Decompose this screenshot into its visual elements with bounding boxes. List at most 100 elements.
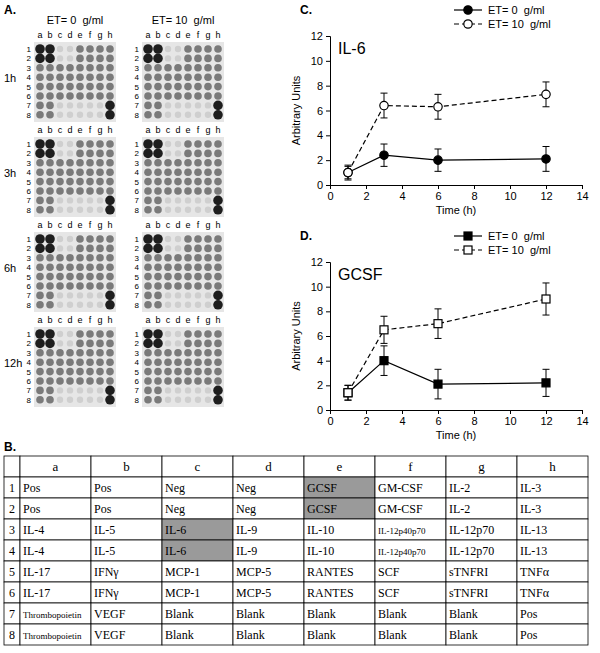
blot-spot xyxy=(194,92,202,100)
blot-spot xyxy=(87,387,93,393)
blot-spot xyxy=(36,273,44,281)
blot-spot xyxy=(45,44,55,54)
blot-spot xyxy=(174,83,182,91)
blot-spot xyxy=(194,83,202,91)
blot-spot xyxy=(76,187,84,195)
blot-spot xyxy=(57,245,63,251)
blot-spot xyxy=(77,292,83,298)
table-cell-box xyxy=(304,603,375,624)
table-cell-box xyxy=(20,540,91,561)
table-header: e xyxy=(337,459,343,474)
tick-label: 8 xyxy=(317,305,323,317)
table-cell: Blank xyxy=(449,607,478,621)
table-header: d xyxy=(265,459,272,474)
table-cell-box xyxy=(446,456,517,477)
blot-spot xyxy=(86,245,94,253)
legend-marker xyxy=(464,246,472,254)
blot-spot xyxy=(45,149,55,159)
blot-spot xyxy=(106,168,114,176)
blot-spot xyxy=(154,396,162,404)
blot-spot xyxy=(77,302,83,308)
blot-spot xyxy=(214,150,222,158)
table-cell-box xyxy=(446,540,517,561)
table-cell: Pos xyxy=(520,607,538,621)
tick-label: 8 xyxy=(471,190,477,202)
blot-spot xyxy=(96,340,104,348)
blot-spot xyxy=(205,302,211,308)
table-cell: IL-17 xyxy=(23,565,50,579)
blot-spot xyxy=(46,358,54,366)
blot-spot xyxy=(106,377,114,385)
tick-mark xyxy=(438,410,439,414)
blot-spot xyxy=(36,111,44,119)
column-letter: b xyxy=(47,125,52,135)
blot-spot xyxy=(175,150,181,156)
table-cell: SCF xyxy=(378,586,400,600)
table-cell: Neg xyxy=(165,481,185,495)
blot-spot xyxy=(86,358,94,366)
table-cell-box xyxy=(162,477,233,498)
blot-spot xyxy=(165,387,171,393)
blot-spot xyxy=(194,168,202,176)
blot-spot xyxy=(76,282,84,290)
blot-spot xyxy=(36,92,44,100)
data-point xyxy=(434,320,442,328)
blot-spot xyxy=(175,207,181,213)
tick-label: 6 xyxy=(435,190,441,202)
data-point xyxy=(434,380,442,388)
blot-spot xyxy=(144,301,152,309)
column-letter: h xyxy=(107,125,112,135)
blot-spot xyxy=(76,73,84,81)
table-cell: sTNFRI xyxy=(449,586,488,600)
tick-label: 4 xyxy=(399,415,405,427)
blot-spot xyxy=(185,102,191,108)
blot-spot xyxy=(165,150,171,156)
blot-spot xyxy=(154,159,162,167)
blot: abcdefgh12345678 xyxy=(27,125,116,217)
column-letter: a xyxy=(145,125,150,135)
blot-spot xyxy=(76,263,84,271)
row-number: 6 xyxy=(27,187,32,196)
row-number: 8 xyxy=(27,206,32,215)
x-tick: 0 xyxy=(327,410,333,427)
table-cell: IL-17 xyxy=(23,586,50,600)
blot-spot xyxy=(143,234,153,244)
x-axis-title: Time (h) xyxy=(436,429,477,441)
blot-spot xyxy=(174,92,182,100)
blot-spot xyxy=(204,358,212,366)
blot-spot xyxy=(184,83,192,91)
table-cell: Thrombopoietin xyxy=(23,631,82,641)
blot-spot xyxy=(46,168,54,176)
table-cell-box xyxy=(375,477,446,498)
blot-spot xyxy=(194,55,202,63)
blot-spot xyxy=(46,187,54,195)
blot-spot xyxy=(66,159,74,167)
x-tick: 14 xyxy=(576,185,588,202)
blot-spot xyxy=(184,340,192,348)
table-cell: IL-12p70 xyxy=(449,523,494,537)
blot-spot xyxy=(76,55,84,63)
blot-spot xyxy=(185,292,191,298)
blot-spot xyxy=(195,197,201,203)
table-cell: Pos xyxy=(94,502,112,516)
x-tick: 0 xyxy=(327,185,333,202)
blot-spot xyxy=(66,358,74,366)
blot-spot xyxy=(154,187,162,195)
row-number: 4 xyxy=(27,73,32,82)
tick-mark xyxy=(582,185,583,189)
blot-spot xyxy=(87,302,93,308)
blot-spot xyxy=(86,254,94,262)
blot-spot xyxy=(214,282,222,290)
blot-spot xyxy=(164,358,172,366)
x-tick: 2 xyxy=(363,185,369,202)
x-tick: 2 xyxy=(363,410,369,427)
row-number: 1 xyxy=(135,330,140,339)
blot-spot xyxy=(144,83,152,91)
table-cell-box xyxy=(375,582,446,603)
blot-spot xyxy=(214,159,222,167)
blot: abcdefgh12345678 xyxy=(27,220,116,312)
blot-spot xyxy=(46,254,54,262)
legend-entry: ET= 0 g/ml xyxy=(488,4,545,16)
blot-spot xyxy=(194,377,202,385)
blot-spot xyxy=(194,254,202,262)
